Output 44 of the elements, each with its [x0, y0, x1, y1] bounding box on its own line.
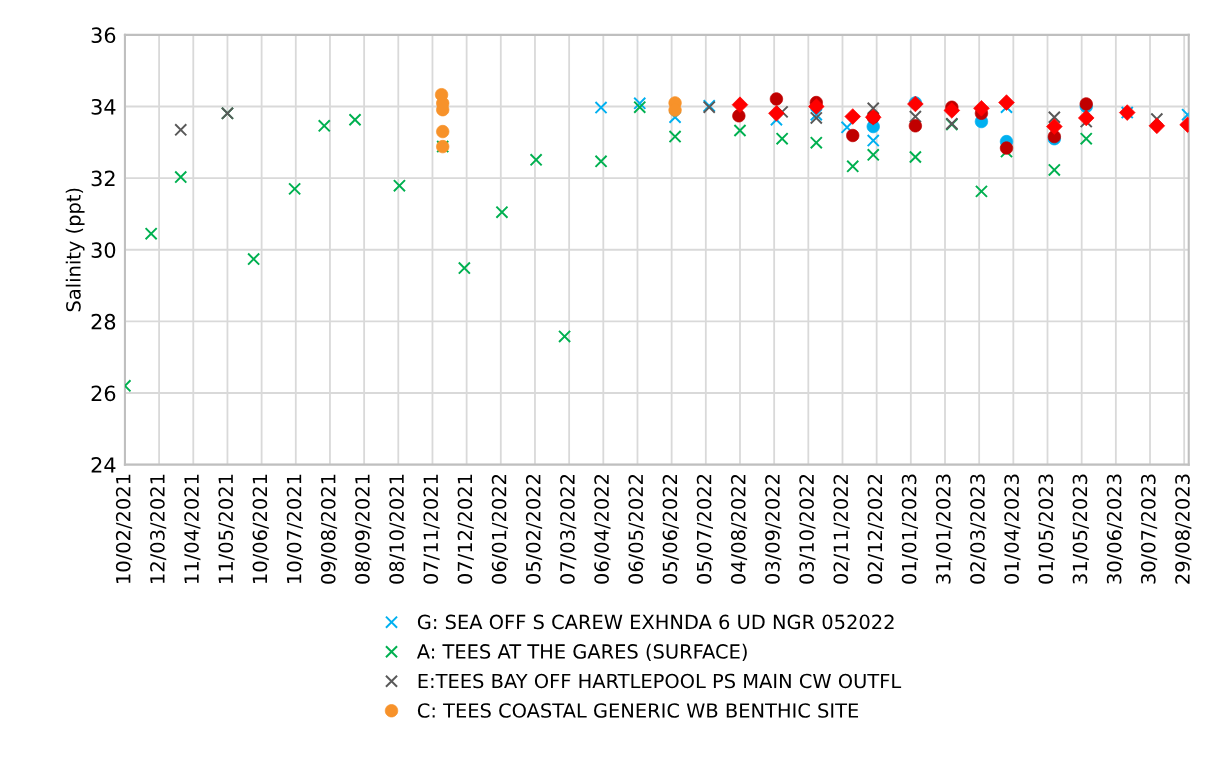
x-tick-label: 05/02/2022 — [525, 474, 543, 584]
x-tick-label: 12/03/2021 — [150, 474, 167, 583]
x-tick-label: 07/11/2021 — [423, 474, 440, 584]
x-tick-label: 07/12/2021 — [457, 474, 474, 584]
x-tick-label: 07/03/2022 — [560, 474, 577, 584]
x-tick-label: 10/02/2021 — [115, 474, 133, 583]
x-tick-label: 03/10/2022 — [799, 474, 816, 584]
y-tick-label: 24 — [91, 457, 116, 473]
x-tick-label: 02/12/2022 — [867, 474, 884, 584]
y-axis-title: Salinity (ppt) — [65, 188, 85, 312]
x-tick-label: 06/01/2022 — [491, 474, 508, 584]
y-tick-label: 36 — [91, 27, 116, 44]
x-tick-label: 30/07/2023 — [1140, 474, 1158, 584]
x-tick-label: 01/01/2023 — [901, 474, 918, 584]
x-tick-label: 30/06/2023 — [1106, 474, 1124, 584]
legend-label: A: TEES AT THE GARES (SURFACE) — [416, 643, 747, 662]
x-tick-label: 05/07/2022 — [696, 474, 713, 584]
x-tick-label: 05/06/2022 — [662, 474, 679, 584]
x-tick-label: 31/01/2023 — [935, 474, 953, 584]
legend-label: C: TEES COASTAL GENERIC WB BENTHIC SITE — [417, 703, 859, 718]
y-tick-label: 30 — [91, 242, 116, 258]
x-tick-label: 10/07/2021 — [286, 474, 303, 583]
y-tick-label: 34 — [91, 98, 116, 115]
legend-label: G: SEA OFF S CAREW EXHNDA 6 UD NGR 052022 — [417, 614, 894, 630]
x-tick-label: 08/09/2021 — [355, 474, 372, 584]
x-tick-label: 10/06/2021 — [252, 474, 269, 583]
x-tick-label: 02/03/2023 — [970, 474, 987, 584]
legend-label: E:TEES BAY OFF HARTLEPOOL PS MAIN CW OUTFL — [418, 673, 902, 689]
x-tick-label: 01/04/2023 — [1004, 474, 1021, 584]
x-tick-label: 31/05/2023 — [1072, 474, 1089, 584]
x-tick-label: 01/05/2023 — [1038, 474, 1055, 584]
x-tick-label: 11/05/2021 — [218, 474, 235, 583]
y-tick-label: 26 — [91, 385, 116, 402]
x-tick-label: 11/04/2021 — [184, 474, 201, 583]
x-tick-label: 29/08/2023 — [1175, 474, 1192, 584]
y-tick-label: 32 — [91, 170, 115, 187]
y-tick-label: 28 — [91, 313, 116, 330]
x-tick-label: 06/05/2022 — [628, 474, 645, 584]
x-tick-label: 04/08/2022 — [730, 474, 748, 584]
x-tick-label: 06/04/2022 — [594, 474, 611, 584]
x-tick-label: 03/09/2022 — [765, 474, 782, 584]
x-tick-label: 02/11/2022 — [833, 474, 850, 584]
x-tick-label: 08/10/2021 — [389, 474, 406, 584]
x-tick-label: 09/08/2021 — [320, 474, 338, 584]
